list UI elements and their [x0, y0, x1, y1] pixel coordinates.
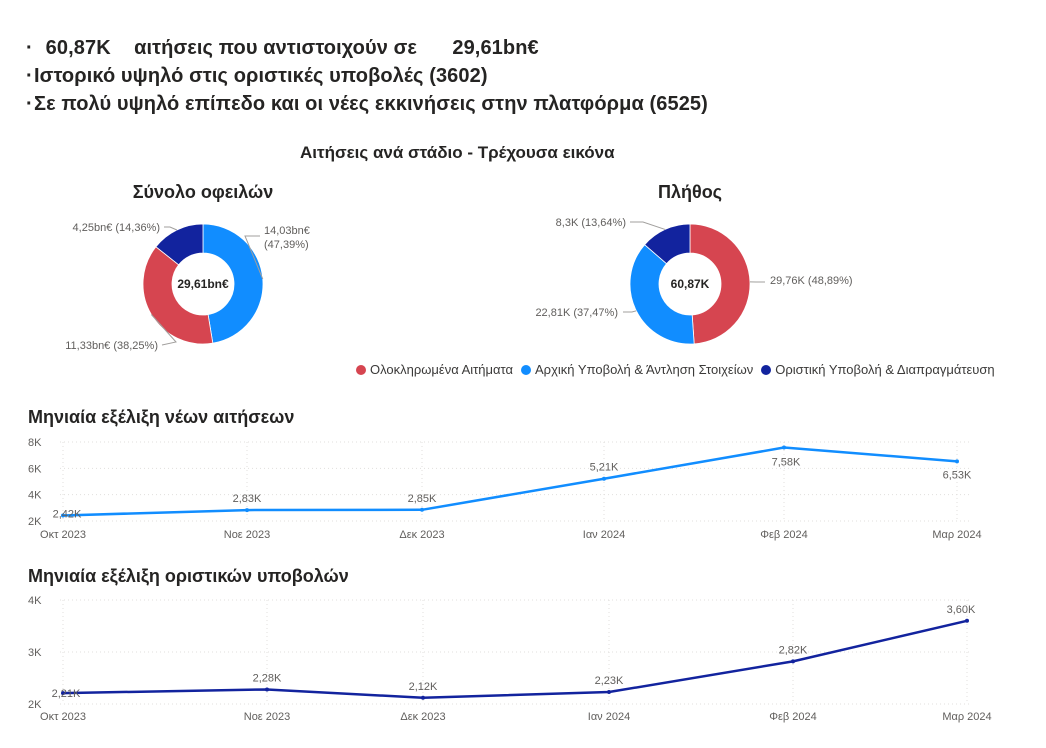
x-tick-label: Μαρ 2024 — [932, 529, 981, 541]
legend-swatch — [761, 364, 772, 375]
summary-line-1: · 60,87K αιτήσεις που αντιστοιχούν σε 29… — [26, 34, 708, 62]
donut-slice-completed[interactable] — [689, 223, 751, 345]
donut-data-label: (47,39%) — [264, 239, 309, 251]
donut-data-label: 29,76K (48,89%) — [770, 275, 853, 287]
y-tick-label: 3K — [28, 647, 42, 659]
data-point[interactable] — [965, 618, 969, 623]
data-label: 2,42K — [53, 508, 82, 520]
total-requests-count: 60,87K — [45, 37, 111, 59]
series-line[interactable] — [62, 446, 958, 517]
donut-data-label: 4,25bn€ (14,36%) — [73, 222, 160, 234]
donut-center-label: 29,61bn€ — [177, 277, 229, 291]
legend-label: Οριστική Υποβολή & Διαπραγμάτευση — [775, 362, 995, 377]
data-point[interactable] — [61, 691, 65, 696]
data-point[interactable] — [61, 513, 65, 518]
data-label: 2,12K — [409, 681, 438, 693]
section-title: Αιτήσεις ανά στάδιο - Τρέχουσα εικόνα — [300, 143, 615, 162]
data-label: 2,21K — [52, 688, 81, 700]
bullet-glyph: · — [26, 93, 33, 115]
data-point[interactable] — [782, 445, 786, 450]
donut-data-label: 14,03bn€ — [264, 225, 310, 237]
leader-line — [630, 221, 666, 230]
y-tick-label: 2K — [28, 516, 42, 528]
data-point[interactable] — [421, 695, 425, 700]
legend-swatch — [356, 364, 366, 375]
x-tick-label: Δεκ 2023 — [400, 711, 445, 723]
bullet-glyph: · — [26, 37, 33, 59]
data-point[interactable] — [420, 507, 424, 512]
data-label: 3,60K — [947, 604, 976, 616]
donut-data-label: 8,3K (13,64%) — [556, 217, 626, 229]
data-label: 5,21K — [590, 462, 619, 474]
data-label: 7,58K — [772, 457, 801, 469]
summary-bullets: · 60,87K αιτήσεις που αντιστοιχούν σε 29… — [26, 34, 708, 118]
donut-title-amount: Σύνολο οφειλών — [132, 182, 274, 202]
line-chart-final-submissions: 2K 3K 4K 2,21K 2,28K 2,12K 2,23K 2,82K 3,60K Οκτ … — [28, 595, 992, 723]
donut-data-label: 22,81K (37,47%) — [535, 307, 618, 319]
y-tick-label: 4K — [28, 595, 42, 607]
donut-title-count: Πλήθος — [657, 182, 723, 202]
summary-line-3-text: Σε πολύ υψηλό επίπεδο και οι νέες εκκινή… — [34, 93, 708, 115]
summary-line-1-text: αιτήσεις που αντιστοιχούν σε — [134, 37, 417, 59]
data-point[interactable] — [791, 659, 795, 664]
data-point[interactable] — [265, 687, 269, 692]
x-tick-label: Ιαν 2024 — [588, 711, 630, 723]
leader-line — [244, 235, 264, 280]
donut-center-label: 60,87K — [671, 277, 710, 291]
donut-slice-final[interactable] — [155, 223, 204, 266]
data-point[interactable] — [602, 476, 606, 481]
leader-line — [150, 314, 177, 346]
x-tick-label: Δεκ 2023 — [399, 529, 444, 541]
data-label: 2,85K — [408, 493, 437, 505]
data-label: 2,83K — [233, 493, 262, 505]
x-tick-label: Οκτ 2023 — [40, 711, 86, 723]
data-point[interactable] — [955, 459, 959, 464]
donut-chart-count: 29,76K (48,89%) 22,81K (37,47%) 8,3K (13,6… — [535, 217, 853, 345]
data-point[interactable] — [245, 508, 249, 513]
y-tick-label: 6K — [28, 463, 42, 475]
donut-slice-completed[interactable] — [142, 246, 214, 345]
legend-label: Ολοκληρωμένα Αιτήματα — [370, 362, 514, 377]
bullet-glyph: · — [26, 65, 33, 87]
donut-slice-final[interactable] — [644, 223, 691, 265]
donut-data-label: 11,33bn€ (38,25%) — [65, 340, 158, 352]
legend-item-completed[interactable]: Ολοκληρωμένα Αιτήματα — [356, 362, 513, 377]
x-tick-label: Νοε 2023 — [224, 529, 271, 541]
legend-item-final[interactable]: Οριστική Υποβολή & Διαπραγμάτευση — [761, 362, 995, 377]
summary-line-2-text: Ιστορικό υψηλό στις οριστικές υποβολές (… — [34, 65, 488, 87]
x-tick-label: Φεβ 2024 — [769, 711, 817, 723]
y-tick-label: 8K — [28, 437, 42, 449]
total-amount: 29,61bn€ — [452, 37, 539, 59]
summary-line-2: ·Ιστορικό υψηλό στις οριστικές υποβολές … — [26, 62, 708, 90]
chart-legend: Ολοκληρωμένα Αιτήματα Αρχική Υποβολή & Ά… — [356, 362, 995, 377]
line-chart-title-final: Μηνιαία εξέλιξη οριστικών υποβολών — [28, 566, 349, 586]
data-label: 2,28K — [253, 672, 282, 684]
x-tick-label: Νοε 2023 — [244, 711, 291, 723]
summary-line-3: ·Σε πολύ υψηλό επίπεδο και οι νέες εκκιν… — [26, 90, 708, 118]
data-label: 2,82K — [779, 644, 808, 656]
legend-label: Αρχική Υποβολή & Άντληση Στοιχείων — [535, 362, 754, 377]
leader-line — [164, 226, 178, 231]
donut-slice-initial[interactable] — [629, 244, 695, 345]
data-label: 6,53K — [943, 469, 972, 481]
leader-line — [623, 310, 637, 313]
y-tick-label: 2K — [28, 699, 42, 711]
line-chart-new-requests: 2K 4K 6K 8K 2,42K 2,83K 2,85K 5,21K 7,58K 6,53K Οκ… — [28, 437, 982, 541]
x-tick-label: Μαρ 2024 — [942, 711, 991, 723]
x-tick-label: Φεβ 2024 — [760, 529, 808, 541]
data-point[interactable] — [607, 690, 611, 695]
y-tick-label: 4K — [28, 490, 42, 502]
data-label: 2,23K — [595, 675, 624, 687]
series-line[interactable] — [62, 619, 968, 700]
legend-item-initial[interactable]: Αρχική Υποβολή & Άντληση Στοιχείων — [521, 362, 753, 377]
x-tick-label: Ιαν 2024 — [583, 529, 625, 541]
donut-chart-amount: 14,03bn€ (47,39%) 11,33bn€ (38,25%) 4,25bn€… — [65, 222, 310, 352]
line-chart-title-new: Μηνιαία εξέλιξη νέων αιτήσεων — [28, 407, 295, 427]
legend-swatch — [521, 364, 532, 375]
x-tick-label: Οκτ 2023 — [40, 529, 86, 541]
